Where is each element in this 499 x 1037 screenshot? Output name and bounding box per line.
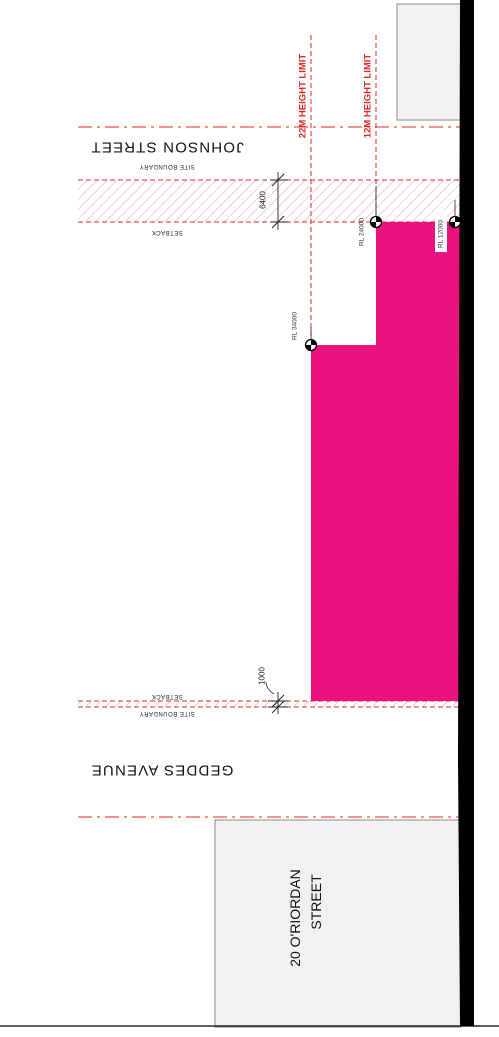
neighbour-building-bottom bbox=[214, 819, 462, 1028]
geddes-setback-label: SETBACK bbox=[151, 693, 183, 699]
neighbour-address-line2: STREET bbox=[308, 874, 324, 930]
dimension-geddes-setback bbox=[265, 681, 288, 714]
level-marker-icon-rl34 bbox=[304, 338, 318, 352]
geddes-avenue-label: GEDDES AVENUE bbox=[91, 762, 234, 779]
johnson-setback-hatch bbox=[78, 180, 463, 222]
dimension-johnson-setback bbox=[270, 172, 288, 230]
level-marker-icon-rl24 bbox=[369, 215, 383, 229]
neighbour-address-line1: 20 O'RIORDAN bbox=[287, 869, 303, 967]
geddes-setback-hatch bbox=[78, 701, 463, 707]
rl-12-label: RL 12000 bbox=[438, 220, 445, 248]
rl-24-label: RL 24000 bbox=[359, 218, 366, 246]
johnson-setback-label: SETBACK bbox=[151, 229, 183, 235]
johnson-setback-dimension-value: 6400 bbox=[259, 191, 268, 209]
building-massing bbox=[311, 222, 462, 701]
level-marker-icon-rl12 bbox=[448, 215, 462, 229]
johnson-street-label: JOHNSON STREET bbox=[90, 139, 243, 156]
rl-34-label: RL 34000 bbox=[292, 312, 299, 340]
geddes-site-boundary-label: SITE BOUNDARY bbox=[139, 710, 194, 716]
geddes-setback-dimension-value: 1000 bbox=[258, 667, 267, 685]
height-limit-22-label: 22M HEIGHT LIMIT bbox=[298, 54, 309, 139]
neighbour-building-top bbox=[396, 3, 462, 121]
ground-line bbox=[458, 0, 474, 1026]
rl-12-label-bg bbox=[435, 210, 447, 252]
johnson-site-boundary-label: SITE BOUNDARY bbox=[139, 163, 194, 169]
height-limit-12-label: 12M HEIGHT LIMIT bbox=[363, 54, 374, 139]
